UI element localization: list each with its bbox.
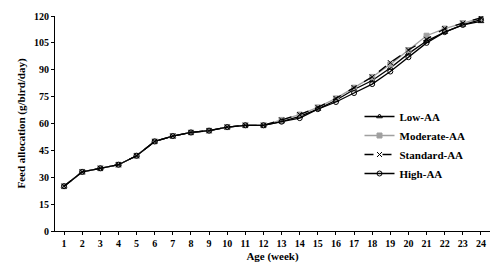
svg-text:17: 17 [349, 238, 359, 249]
svg-text:22: 22 [440, 238, 450, 249]
svg-text:18: 18 [367, 238, 377, 249]
svg-text:8: 8 [188, 238, 193, 249]
svg-text:7: 7 [170, 238, 175, 249]
svg-text:120: 120 [34, 11, 49, 22]
svg-text:High-AA: High-AA [400, 168, 443, 180]
svg-text:19: 19 [385, 238, 395, 249]
svg-text:Moderate-AA: Moderate-AA [400, 130, 465, 142]
svg-text:16: 16 [331, 238, 341, 249]
svg-text:105: 105 [34, 37, 49, 48]
svg-text:11: 11 [241, 238, 250, 249]
svg-text:13: 13 [277, 238, 287, 249]
svg-text:20: 20 [403, 238, 413, 249]
svg-text:Feed allocation (g/bird/day): Feed allocation (g/bird/day) [15, 58, 28, 189]
svg-text:30: 30 [39, 172, 49, 183]
svg-text:60: 60 [39, 118, 49, 129]
svg-text:14: 14 [295, 238, 305, 249]
svg-text:45: 45 [39, 145, 49, 156]
svg-text:Age (week): Age (week) [246, 250, 299, 263]
svg-text:12: 12 [258, 238, 268, 249]
svg-text:21: 21 [422, 238, 432, 249]
svg-text:6: 6 [152, 238, 157, 249]
svg-text:1: 1 [62, 238, 67, 249]
svg-text:15: 15 [313, 238, 323, 249]
svg-text:3: 3 [98, 238, 103, 249]
svg-text:15: 15 [39, 199, 49, 210]
svg-text:10: 10 [222, 238, 232, 249]
svg-text:5: 5 [134, 238, 139, 249]
svg-text:75: 75 [39, 91, 49, 102]
svg-text:24: 24 [476, 238, 486, 249]
svg-text:90: 90 [39, 64, 49, 75]
svg-text:Standard-AA: Standard-AA [400, 149, 464, 161]
svg-text:9: 9 [207, 238, 212, 249]
svg-text:Low-AA: Low-AA [400, 111, 440, 123]
svg-text:0: 0 [44, 226, 49, 237]
svg-text:23: 23 [458, 238, 468, 249]
svg-text:2: 2 [80, 238, 85, 249]
svg-text:4: 4 [116, 238, 121, 249]
